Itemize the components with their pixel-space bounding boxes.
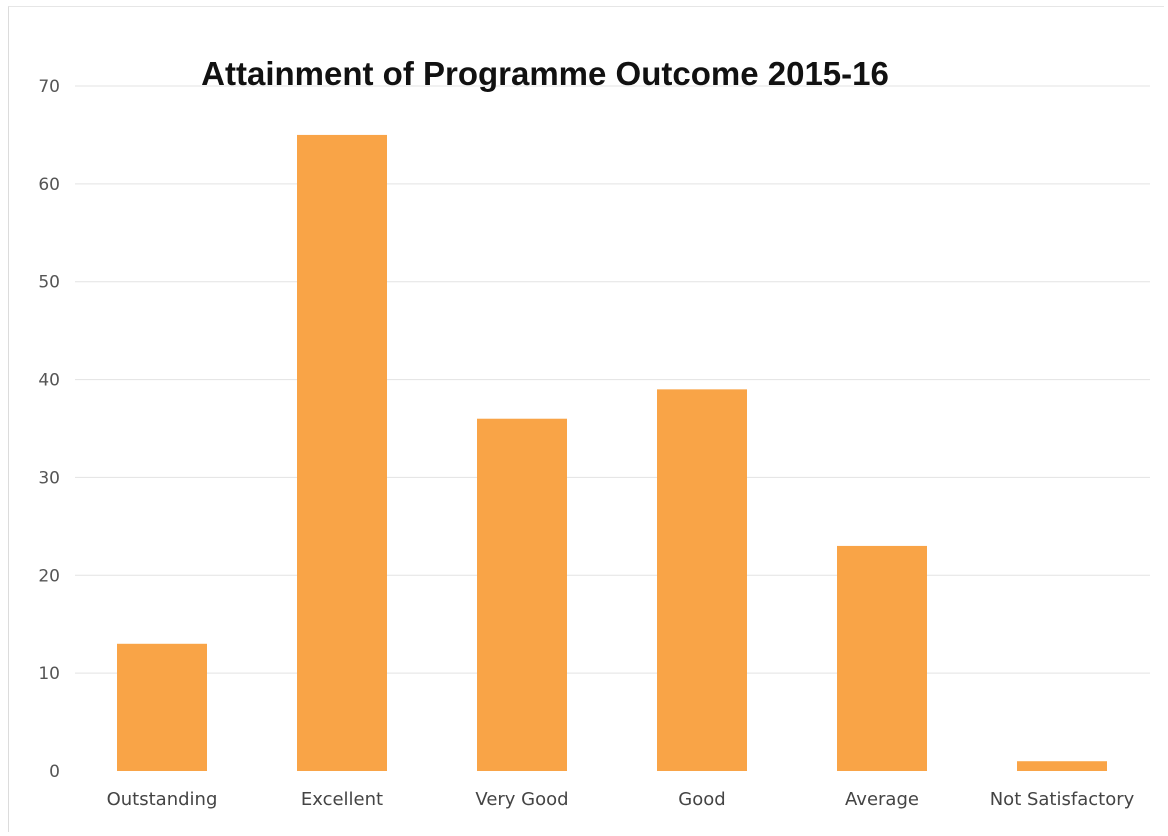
x-category-label: Excellent [301,789,383,810]
y-tick-label: 40 [38,371,60,391]
x-category-label: Very Good [475,789,568,810]
y-tick-label: 0 [49,762,60,782]
y-tick-label: 60 [38,175,60,195]
bars [117,134,1107,771]
bar-good [657,389,747,771]
bar-not-satisfactory [1017,761,1107,771]
bar-average [837,545,927,771]
bar-outstanding [117,643,207,771]
y-axis-tick-labels: 0 10 20 30 40 50 60 70 [38,77,60,782]
y-tick-label: 30 [38,468,60,488]
x-category-label: Not Satisfactory [990,789,1135,810]
bar-excellent [297,134,387,771]
x-category-label: Good [678,789,725,810]
bar-very-good [477,418,567,771]
chart-title: Attainment of Programme Outcome 2015-16 [201,55,889,92]
y-tick-label: 50 [38,273,60,293]
y-tick-label: 70 [38,77,60,97]
y-tick-label: 20 [38,566,60,586]
y-tick-label: 10 [38,664,60,684]
x-category-label: Outstanding [107,789,218,810]
chart-frame [8,6,1164,832]
x-category-label: Average [845,789,919,810]
gridlines [75,85,1150,674]
x-axis-category-labels: Outstanding Excellent Very Good Good Average… [107,789,1135,810]
